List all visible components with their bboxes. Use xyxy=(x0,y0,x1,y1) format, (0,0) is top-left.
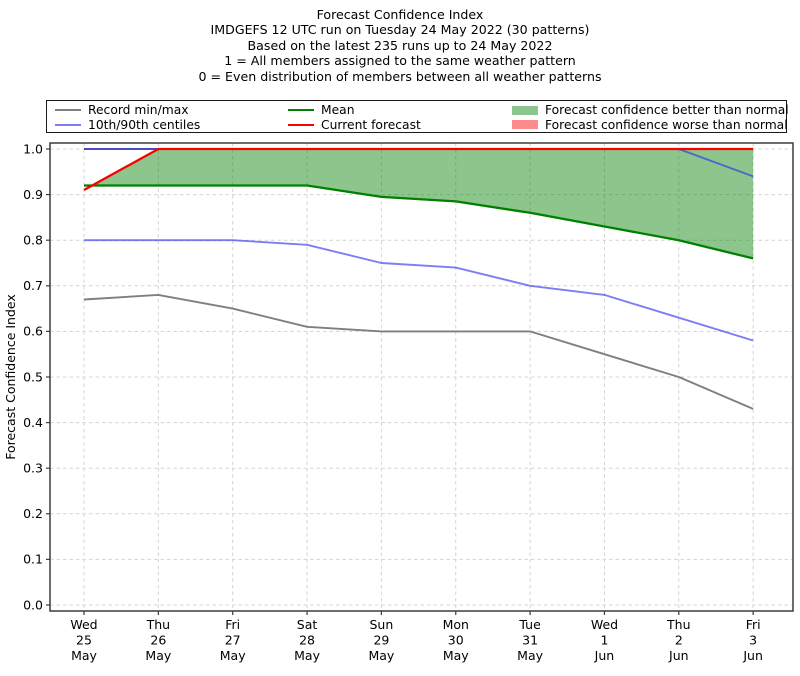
legend-label: Forecast confidence better than normal xyxy=(545,103,789,118)
x-tick-label: 26 xyxy=(150,633,166,648)
x-tick-label: Fri xyxy=(225,617,240,632)
legend-item: Record min/max xyxy=(55,103,200,118)
x-tick-label: May xyxy=(294,648,320,663)
x-tick-label: Jun xyxy=(742,648,763,663)
chart-legend: Record min/max 10th/90th centiles Mean Curr… xyxy=(46,100,789,133)
legend-label: 10th/90th centiles xyxy=(88,117,201,132)
y-tick-label: 0.2 xyxy=(23,506,43,521)
series-line-mean xyxy=(84,184,754,260)
x-tick-label: 29 xyxy=(373,633,389,648)
legend-item: 10th/90th centiles xyxy=(55,118,200,133)
y-tick-label: 0.6 xyxy=(23,324,43,339)
x-tick-label: Wed xyxy=(591,617,618,632)
legend-line-swatch-icon xyxy=(55,109,81,112)
x-tick-label: 25 xyxy=(76,633,92,648)
legend-label: Mean xyxy=(321,103,355,118)
chart-subtitle-scale-1: 1 = All members assigned to the same wea… xyxy=(224,53,576,69)
x-tick-label: 3 xyxy=(749,633,757,648)
x-tick-label: Thu xyxy=(146,617,170,632)
y-tick-label: 1.0 xyxy=(23,141,43,156)
y-tick-label: 0.4 xyxy=(23,415,43,430)
x-tick-label: Thu xyxy=(666,617,690,632)
x-tick-label: Wed xyxy=(70,617,97,632)
x-tick-label: Tue xyxy=(518,617,541,632)
x-tick-label: May xyxy=(71,648,97,663)
legend-item: Current forecast xyxy=(288,118,421,133)
legend-line-swatch-icon xyxy=(288,109,314,112)
legend-column: Forecast confidence better than normal Fo… xyxy=(512,103,789,132)
legend-label: Forecast confidence worse than normal xyxy=(545,117,788,132)
legend-line-swatch-icon xyxy=(55,123,81,126)
x-tick-label: Fri xyxy=(746,617,761,632)
legend-column: Mean Current forecast xyxy=(288,103,421,132)
x-tick-label: Sat xyxy=(297,617,318,632)
x-tick-label: May xyxy=(220,648,246,663)
x-tick-label: May xyxy=(517,648,543,663)
y-tick-label: 0.3 xyxy=(23,461,43,476)
y-tick-label: 0.1 xyxy=(23,552,43,567)
legend-label: Current forecast xyxy=(321,117,421,132)
fill-confidence-better-than-normal xyxy=(92,149,754,259)
y-tick-label: 0.9 xyxy=(23,187,43,202)
chart-subtitle-run: IMDGEFS 12 UTC run on Tuesday 24 May 202… xyxy=(210,22,590,38)
y-axis-label: Forecast Confidence Index xyxy=(3,294,18,460)
y-tick-label: 0.0 xyxy=(23,597,43,612)
legend-label: Record min/max xyxy=(88,103,189,118)
series-line-current-forecast xyxy=(83,147,754,192)
chart-subtitle-scale-0: 0 = Even distribution of members between… xyxy=(198,68,602,84)
chart-subtitle-basis: Based on the latest 235 runs up to 24 Ma… xyxy=(247,37,553,53)
x-tick-label: 30 xyxy=(448,633,464,648)
legend-column: Record min/max 10th/90th centiles xyxy=(55,103,200,132)
chart-title: Forecast Confidence Index xyxy=(316,7,484,22)
x-tick-label: 28 xyxy=(299,633,315,648)
x-tick-label: May xyxy=(145,648,171,663)
legend-item: Forecast confidence worse than normal xyxy=(512,118,789,133)
x-tick-label: Sun xyxy=(370,617,394,632)
series-line-record-min xyxy=(83,293,754,410)
legend-item: Mean xyxy=(288,103,421,118)
series-line-10th-centile xyxy=(84,239,754,342)
legend-patch-swatch-icon xyxy=(512,105,538,115)
x-tick-label: May xyxy=(368,648,394,663)
legend-item: Forecast confidence better than normal xyxy=(512,103,789,118)
x-tick-label: May xyxy=(443,648,469,663)
legend-line-swatch-icon xyxy=(288,123,314,126)
x-tick-label: Jun xyxy=(668,648,689,663)
y-tick-label: 0.5 xyxy=(23,369,43,384)
y-tick-label: 0.7 xyxy=(23,278,43,293)
chart-title-block: Forecast Confidence Index IMDGEFS 12 UTC… xyxy=(0,7,800,84)
x-tick-label: 31 xyxy=(522,633,538,648)
x-tick-label: 2 xyxy=(675,633,683,648)
x-tick-label: 27 xyxy=(225,633,241,648)
y-tick-label: 0.8 xyxy=(23,233,43,248)
x-tick-label: Jun xyxy=(594,648,615,663)
x-tick-label: 1 xyxy=(600,633,608,648)
legend-patch-swatch-icon xyxy=(512,120,538,130)
x-tick-label: Mon xyxy=(443,617,469,632)
